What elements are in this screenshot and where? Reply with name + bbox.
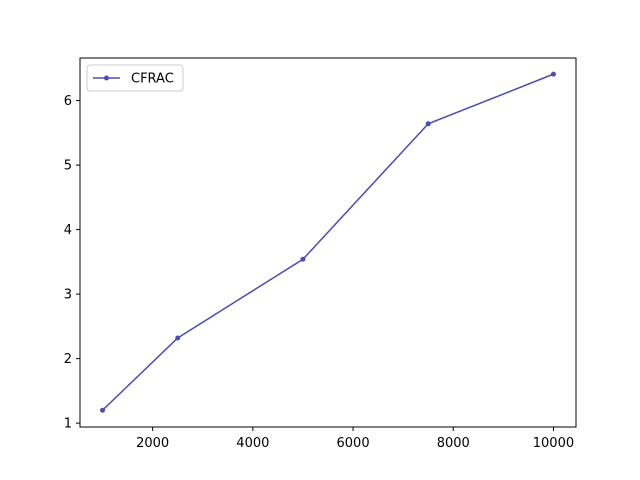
x-tick-label: 8000 — [437, 436, 470, 451]
axes-frame — [79, 57, 577, 428]
data-point — [300, 256, 306, 262]
x-tick-label: 6000 — [337, 436, 370, 451]
y-axis-ticks: 1 2 3 4 5 6 — [64, 94, 80, 432]
y-tick-label: 1 — [64, 417, 72, 432]
y-tick-label: 6 — [64, 94, 72, 109]
legend-box — [86, 64, 184, 92]
x-axis-ticks: 2000 4000 6000 8000 10000 — [136, 427, 574, 451]
x-tick-label: 10000 — [533, 436, 574, 451]
legend-marker-swatch — [104, 75, 109, 81]
legend-label: CFRAC — [131, 72, 174, 87]
data-point — [550, 71, 556, 77]
data-point — [175, 335, 181, 341]
y-tick-label: 5 — [64, 159, 72, 174]
y-tick-label: 3 — [64, 288, 72, 303]
series-line — [102, 73, 554, 411]
legend: CFRAC — [86, 64, 184, 92]
x-tick-label: 2000 — [136, 436, 169, 451]
series-group — [100, 71, 556, 413]
data-point — [425, 121, 431, 127]
y-tick-label: 2 — [64, 352, 72, 367]
x-tick-label: 4000 — [236, 436, 269, 451]
y-tick-label: 4 — [64, 223, 72, 238]
data-point — [100, 407, 106, 413]
